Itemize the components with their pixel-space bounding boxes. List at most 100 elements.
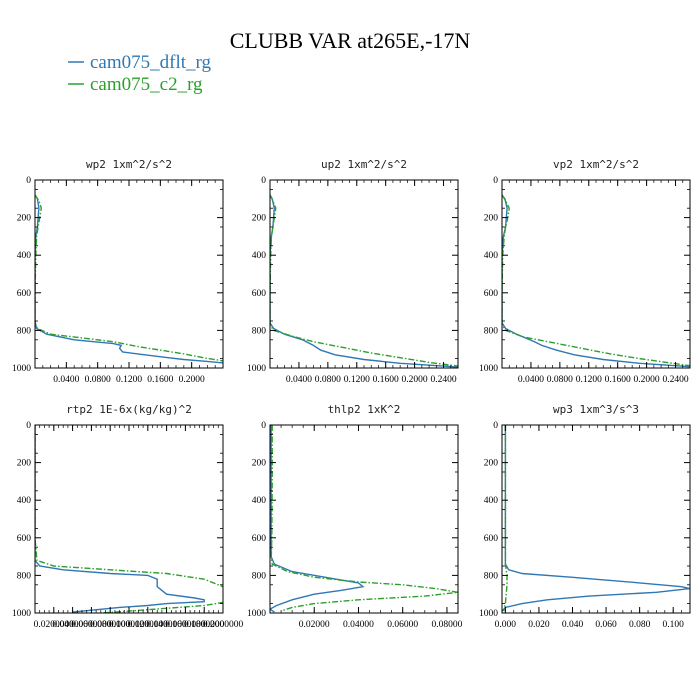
subplot-title: wp3 1xm^3/s^3	[553, 403, 639, 416]
axes-frame	[34, 424, 224, 614]
x-tick-label: 0.04000	[343, 620, 374, 630]
y-tick-label: 800	[484, 326, 499, 336]
y-tick-label: 1000	[479, 609, 498, 619]
series-line	[270, 194, 458, 367]
x-tick-label: 0.1600	[147, 375, 173, 385]
x-tick-label: 0.0200000	[34, 620, 75, 630]
subplot: rtp2 1E-6x(kg/kg)^2 0 200 400 600 800 10000.02…	[12, 403, 243, 630]
x-tick-label: 0.1400000	[146, 620, 187, 630]
x-tick-label: 0.040	[562, 620, 584, 630]
series-line	[35, 425, 205, 613]
y-tick-label: 200	[252, 459, 267, 469]
y-tick-label: 0	[493, 421, 498, 431]
x-tick-label: 0.2400	[430, 375, 456, 385]
x-tick-label: 0.2000000	[203, 620, 244, 630]
y-tick-label: 0	[261, 421, 266, 431]
y-tick-label: 200	[484, 214, 499, 224]
legend-label: cam075_c2_rg	[90, 74, 203, 95]
x-tick-label: 0.1200	[344, 375, 370, 385]
x-tick-label: 0.1800000	[184, 620, 225, 630]
series-line	[35, 194, 223, 364]
x-tick-label: 0.1200	[576, 375, 602, 385]
x-tick-label: 0.1000000	[109, 620, 150, 630]
y-tick-label: 400	[17, 251, 32, 261]
x-tick-label: 0.2000	[402, 375, 428, 385]
x-tick-label: 0.0600000	[71, 620, 112, 630]
subplot-title: up2 1xm^2/s^2	[321, 158, 407, 171]
subplot: up2 1xm^2/s^2 0 200 400 600 800 1000 0.0400 0.08…	[247, 158, 459, 385]
axes-frame	[34, 179, 224, 369]
subplot-title: vp2 1xm^2/s^2	[553, 158, 639, 171]
x-tick-label: 0.1600	[373, 375, 399, 385]
x-tick-label: 0.0800	[315, 375, 341, 385]
series-line	[502, 194, 690, 368]
axes-frame	[501, 424, 691, 614]
y-tick-label: 600	[484, 289, 499, 299]
legend-label: cam075_dflt_rg	[90, 52, 212, 73]
series-line	[35, 425, 223, 613]
series-line	[502, 425, 690, 612]
x-tick-label: 0.0800	[85, 375, 111, 385]
x-tick-label: 0.1200000	[128, 620, 169, 630]
x-tick-label: 0.06000	[387, 620, 418, 630]
x-tick-label: 0.0400000	[52, 620, 93, 630]
y-tick-label: 800	[17, 326, 32, 336]
y-tick-label: 600	[484, 534, 499, 544]
subplot: wp2 1xm^2/s^2 0 200 400 600 800 1000 0.0400 0.08…	[12, 158, 224, 385]
series-line	[270, 425, 365, 613]
y-tick-label: 800	[252, 326, 267, 336]
x-tick-label: 0.080	[629, 620, 651, 630]
y-tick-label: 800	[252, 571, 267, 581]
x-tick-label: 0.0400	[53, 375, 79, 385]
x-tick-label: 0.1600000	[165, 620, 206, 630]
y-tick-label: 0	[261, 176, 266, 186]
figure-title: CLUBB VAR at265E,-17N	[230, 28, 471, 53]
x-tick-label: 0.0800	[547, 375, 573, 385]
x-tick-label: 0.1200	[116, 375, 142, 385]
series-line	[503, 425, 508, 612]
y-tick-label: 1000	[12, 364, 31, 374]
x-tick-label: 0.020	[528, 620, 550, 630]
legend-entry: cam075_dflt_rg	[68, 52, 212, 73]
x-tick-label: 0.2400	[662, 375, 688, 385]
x-tick-label: 0.0400	[286, 375, 312, 385]
subplot: vp2 1xm^2/s^2 0 200 400 600 800 1000 0.0400 0.08…	[479, 158, 691, 385]
y-tick-label: 0	[493, 176, 498, 186]
subplot: thlp2 1xK^2 0 200 400 600 800 1000 0.02000 0.040…	[247, 403, 463, 630]
y-tick-label: 1000	[247, 609, 266, 619]
y-tick-label: 1000	[479, 364, 498, 374]
x-tick-label: 0.02000	[299, 620, 330, 630]
y-tick-label: 200	[17, 214, 32, 224]
y-tick-label: 0	[26, 421, 31, 431]
y-tick-label: 600	[17, 534, 32, 544]
x-tick-label: 0.060	[595, 620, 617, 630]
y-tick-label: 400	[484, 496, 499, 506]
y-tick-label: 200	[252, 214, 267, 224]
subplot: wp3 1xm^3/s^3 0 200 400 600 800 10000.000 0.020…	[479, 403, 691, 630]
y-tick-label: 800	[17, 571, 32, 581]
subplot-title: thlp2 1xK^2	[328, 403, 401, 416]
subplot-title: wp2 1xm^2/s^2	[86, 158, 172, 171]
y-tick-label: 200	[17, 459, 32, 469]
series-line	[270, 194, 458, 368]
y-tick-label: 400	[252, 251, 267, 261]
y-tick-label: 800	[484, 571, 499, 581]
subplot-title: rtp2 1E-6x(kg/kg)^2	[66, 403, 192, 416]
y-tick-label: 1000	[247, 364, 266, 374]
x-tick-label: 0.08000	[432, 620, 463, 630]
y-tick-label: 400	[484, 251, 499, 261]
axes-frame	[269, 424, 459, 614]
x-tick-label: 0.2000	[634, 375, 660, 385]
y-tick-label: 400	[17, 496, 32, 506]
series-line	[502, 194, 690, 367]
x-tick-label: 0.0800000	[90, 620, 131, 630]
x-tick-label: 0.000	[495, 620, 517, 630]
y-tick-label: 400	[252, 496, 267, 506]
y-tick-label: 0	[26, 176, 31, 186]
y-tick-label: 600	[17, 289, 32, 299]
x-tick-label: 0.2000	[179, 375, 205, 385]
x-tick-label: 0.1600	[605, 375, 631, 385]
